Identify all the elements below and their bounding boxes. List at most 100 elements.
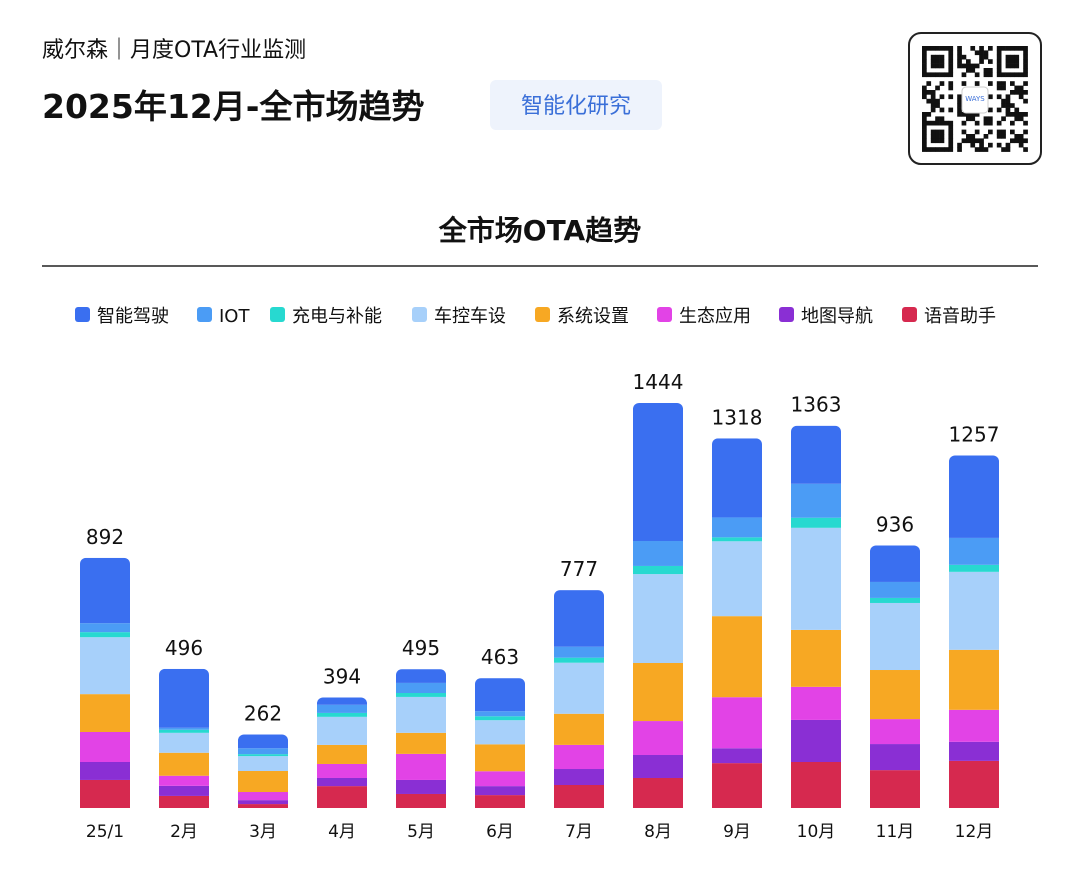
qr-cell	[926, 46, 932, 51]
bar-segment	[475, 795, 525, 808]
qr-cell	[961, 81, 967, 86]
qr-cell	[922, 120, 927, 126]
qr-cell	[983, 68, 989, 73]
bar-segment	[475, 716, 525, 721]
bar-segment	[238, 792, 288, 801]
qr-cell	[996, 63, 1002, 69]
x-tick-label: 5月	[407, 822, 435, 842]
qr-cell	[1018, 72, 1024, 78]
legend-label: 车控车设	[434, 306, 506, 327]
legend-label: 智能驾驶	[97, 306, 169, 327]
qr-cell	[996, 72, 1002, 78]
qr-cell	[926, 72, 932, 78]
bar-segment	[949, 564, 999, 572]
qr-cell	[948, 129, 954, 135]
qr-cell	[957, 142, 962, 148]
qr-cell	[996, 142, 1002, 148]
qr-cell	[922, 72, 927, 78]
qr-cell	[988, 46, 993, 51]
bar-segment	[238, 770, 288, 793]
qr-cell	[1023, 68, 1028, 73]
qr-cell	[970, 142, 976, 148]
qr-cell	[922, 59, 927, 64]
bar-segment	[238, 754, 288, 757]
qr-cell	[996, 94, 1002, 100]
qr-cell	[961, 72, 967, 78]
qr-cell	[922, 112, 927, 117]
bar-segment	[633, 565, 683, 575]
qr-cell	[930, 103, 936, 108]
bar-stack	[870, 545, 920, 808]
qr-cell	[966, 63, 971, 69]
bar-segment	[80, 557, 130, 624]
legend-swatch	[535, 307, 550, 322]
qr-cell	[957, 46, 962, 51]
qr-cell	[1005, 103, 1011, 108]
qr-cell	[922, 116, 927, 122]
qr-cell	[1001, 85, 1006, 91]
qr-logo-bg	[961, 86, 989, 114]
bar-segment	[633, 540, 683, 566]
qr-cell	[1001, 72, 1006, 78]
bar-segment	[396, 753, 446, 780]
bar-segment	[554, 769, 604, 786]
qr-cell	[1010, 129, 1015, 135]
x-tick-label: 4月	[328, 822, 356, 842]
qr-cell	[948, 138, 954, 144]
bar-segment	[554, 662, 604, 714]
legend-swatch	[75, 307, 90, 322]
qr-cell	[1010, 138, 1015, 144]
qr-cell	[935, 138, 940, 144]
qr-code	[922, 46, 1028, 152]
x-tick-label: 3月	[249, 822, 277, 842]
qr-cell	[922, 63, 927, 69]
qr-cell	[1023, 129, 1028, 135]
qr-cell	[1023, 138, 1028, 144]
qr-cell	[948, 81, 954, 86]
bar-segment	[712, 517, 762, 538]
bar-segment	[633, 721, 683, 755]
legend-label: 生态应用	[679, 306, 751, 327]
qr-cell	[939, 46, 945, 51]
bar-segment	[317, 716, 367, 745]
bar-segment	[791, 517, 841, 528]
bar-segment	[870, 581, 920, 598]
qr-cell	[935, 103, 940, 108]
qr-cell	[939, 116, 945, 122]
qr-cell	[935, 147, 940, 152]
qr-cell	[1005, 147, 1011, 152]
qr-cell	[930, 72, 936, 78]
qr-cell	[1010, 120, 1015, 126]
qr-cell	[939, 72, 945, 78]
qr-cell	[974, 81, 980, 86]
qr-cell	[1014, 90, 1020, 95]
qr-cell	[979, 138, 984, 144]
qr-cell	[922, 90, 927, 95]
qr-cell	[1001, 98, 1006, 104]
qr-cell	[948, 125, 954, 130]
qr-cell	[961, 112, 967, 117]
legend-swatch	[902, 307, 917, 322]
qr-cell	[961, 129, 967, 135]
qr-cell	[1001, 129, 1006, 135]
bar-segment	[396, 669, 446, 683]
qr-cell	[944, 46, 949, 51]
qr-cell	[1014, 46, 1020, 51]
qr-cell	[1018, 116, 1024, 122]
legend-label: IOT	[219, 306, 250, 327]
qr-cell	[926, 147, 932, 152]
qr-cell	[922, 125, 927, 130]
bar-segment	[870, 744, 920, 771]
qr-cell	[1005, 98, 1011, 104]
qr-cell	[939, 134, 945, 139]
bar-segment	[317, 744, 367, 764]
bar-stack	[317, 697, 367, 808]
qr-cell	[1014, 112, 1020, 117]
qr-cell	[1023, 98, 1028, 104]
qr-cell	[939, 107, 945, 113]
qr-cell	[939, 120, 945, 126]
qr-cell	[1010, 54, 1015, 60]
brand: 威尔森｜月度OTA行业监测	[42, 38, 306, 63]
bar-stack	[712, 438, 762, 808]
